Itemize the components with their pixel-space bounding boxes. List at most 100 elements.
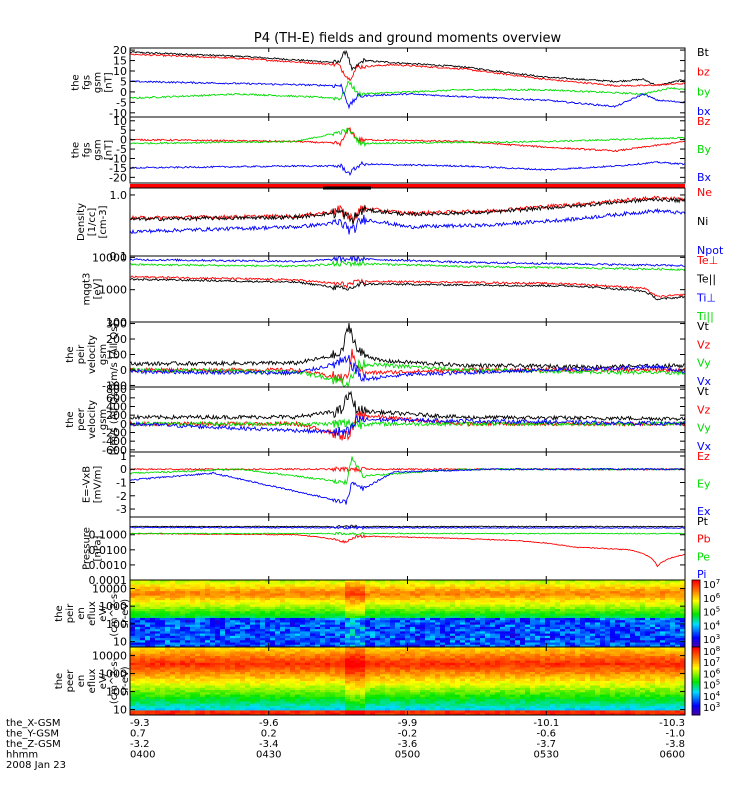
heatmap-cell <box>575 640 581 644</box>
heatmap-cell <box>215 681 221 684</box>
heatmap-cell <box>260 705 266 709</box>
heatmap-cell <box>505 580 511 583</box>
heatmap-cell <box>440 591 446 594</box>
heatmap-cell <box>190 580 196 583</box>
heatmap-cell <box>360 622 366 626</box>
heatmap-cell <box>300 597 306 601</box>
heatmap-cell <box>385 617 391 621</box>
y-tick-label: 100 <box>106 618 127 631</box>
heatmap-cell <box>250 696 256 700</box>
heatmap-cell <box>130 651 136 655</box>
heatmap-cell <box>195 586 201 590</box>
heatmap-cell <box>220 593 226 597</box>
heatmap-cell <box>360 582 366 586</box>
heatmap-cell <box>580 597 586 601</box>
heatmap-cell <box>185 624 191 628</box>
heatmap-cell <box>300 676 306 680</box>
heatmap-cell <box>230 674 236 678</box>
heatmap-cell <box>290 665 296 668</box>
heatmap-cell <box>280 606 286 610</box>
heatmap-cell <box>310 683 316 687</box>
heatmap-cell <box>605 620 611 624</box>
heatmap-cell <box>430 606 436 610</box>
heatmap-cell <box>615 611 621 615</box>
heatmap-cell <box>610 626 616 630</box>
heatmap-cell <box>175 620 181 624</box>
heatmap-cell <box>320 701 326 705</box>
heatmap-cell <box>590 600 596 603</box>
heatmap-cell <box>140 617 146 621</box>
heatmap-cell <box>355 580 361 583</box>
heatmap-cell <box>605 629 611 632</box>
heatmap-cell <box>165 638 171 641</box>
heatmap-cell <box>145 685 151 689</box>
heatmap-cell <box>210 687 216 691</box>
heatmap-cell <box>635 611 641 615</box>
heatmap-cell <box>505 597 511 601</box>
heatmap-cell <box>220 647 226 650</box>
heatmap-cell <box>595 591 601 594</box>
heatmap-cell <box>350 635 356 639</box>
heatmap-cell <box>130 611 136 615</box>
heatmap-cell <box>195 678 201 682</box>
heatmap-cell <box>530 600 536 603</box>
heatmap-cell <box>145 593 151 597</box>
heatmap-cell <box>260 586 266 590</box>
heatmap-cell <box>190 609 196 612</box>
heatmap-cell <box>160 660 166 664</box>
heatmap-cell <box>350 586 356 590</box>
y-tick-label: -15 <box>109 162 127 175</box>
heatmap-cell <box>640 586 646 590</box>
heatmap-cell <box>480 591 486 594</box>
heatmap-cell <box>355 678 361 682</box>
heatmap-cell <box>240 681 246 684</box>
heatmap-cell <box>205 602 211 606</box>
heatmap-cell <box>520 622 526 626</box>
heatmap-cell <box>155 580 161 583</box>
heatmap-cell <box>175 658 181 662</box>
heatmap-cell <box>615 584 621 588</box>
heatmap-cell <box>250 647 256 650</box>
heatmap-cell <box>635 629 641 632</box>
heatmap-cell <box>215 653 221 657</box>
heatmap-cell <box>150 660 156 664</box>
heatmap-cell <box>550 586 556 590</box>
heatmap-cell <box>355 644 361 647</box>
heatmap-cell <box>335 678 341 682</box>
heatmap-cell <box>315 604 321 608</box>
heatmap-cell <box>670 615 676 619</box>
heatmap-cell <box>400 582 406 586</box>
heatmap-cell <box>145 602 151 606</box>
heatmap-cell <box>190 667 196 671</box>
heatmap-cell <box>660 624 666 628</box>
heatmap-cell <box>150 604 156 608</box>
heatmap-peer_eflux <box>130 647 685 715</box>
heatmap-cell <box>510 580 516 583</box>
heatmap-cell <box>305 676 311 680</box>
heatmap-cell <box>615 604 621 608</box>
heatmap-cell <box>210 604 216 608</box>
heatmap-cell <box>220 580 226 583</box>
heatmap-cell <box>200 582 206 586</box>
heatmap-cell <box>495 635 501 639</box>
heatmap-cell <box>480 606 486 610</box>
heatmap-cell <box>500 626 506 630</box>
heatmap-cell <box>485 617 491 621</box>
heatmap-cell <box>530 620 536 624</box>
heatmap-cell <box>575 642 581 646</box>
heatmap-cell <box>245 580 251 583</box>
heatmap-cell <box>170 613 176 617</box>
heatmap-cell <box>625 620 631 624</box>
heatmap-cell <box>365 692 371 696</box>
heatmap-cell <box>165 600 171 603</box>
heatmap-cell <box>645 617 651 621</box>
heatmap-cell <box>130 685 136 689</box>
heatmap-cell <box>540 591 546 594</box>
heatmap-cell <box>485 609 491 612</box>
heatmap-cell <box>280 692 286 696</box>
heatmap-cell <box>515 595 521 599</box>
legend-ex: Ex <box>697 505 711 518</box>
heatmap-cell <box>370 591 376 594</box>
heatmap-cell <box>160 692 166 696</box>
heatmap-cell <box>460 582 466 586</box>
